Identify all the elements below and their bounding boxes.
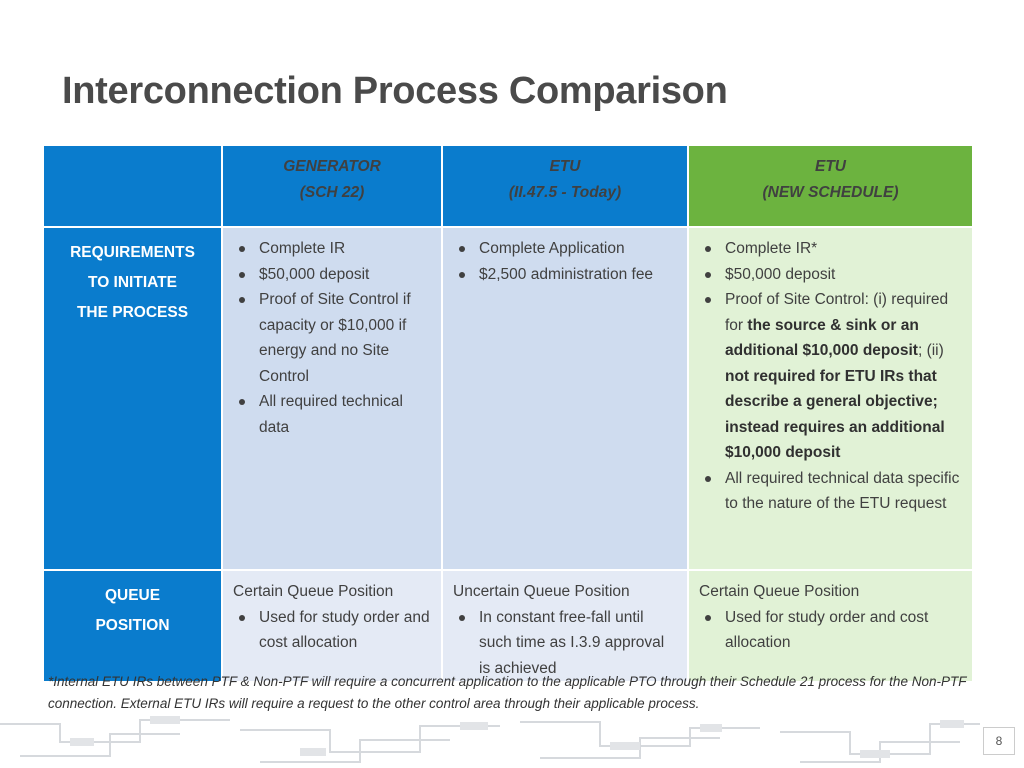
circuit-decoration <box>0 716 980 763</box>
cell-etu-new-requirements: Complete IR* $50,000 deposit Proof of Si… <box>687 226 974 571</box>
list-item: Complete Application <box>453 236 679 262</box>
comparison-table: GENERATOR (SCH 22) ETU (II.47.5 - Today)… <box>42 144 974 683</box>
list-item: $2,500 administration fee <box>453 262 679 288</box>
list-item: Proof of Site Control: (i) required for … <box>699 287 964 466</box>
page-number: 8 <box>983 727 1015 755</box>
row-label-requirements: REQUIREMENTS TO INITIATE THE PROCESS <box>42 226 223 571</box>
cell-etu-new-queue: Certain Queue Position Used for study or… <box>687 569 974 683</box>
cell-etu-today-requirements: Complete Application $2,500 administrati… <box>441 226 689 571</box>
queue-status: Certain Queue Position <box>699 583 860 600</box>
list-item: $50,000 deposit <box>233 262 433 288</box>
slide-title: Interconnection Process Comparison <box>62 70 728 112</box>
queue-status: Uncertain Queue Position <box>453 583 630 600</box>
cell-generator-queue: Certain Queue Position Used for study or… <box>221 569 443 683</box>
header-etu-today-line1: ETU <box>549 158 581 175</box>
site-control-text: Proof of Site Control: (i) required for <box>725 291 949 334</box>
site-control-bold-1: the source & sink or an additional $10,0… <box>725 316 919 360</box>
site-control-sep: ; (ii) <box>917 342 944 359</box>
header-etu-today-line2: (II.47.5 - Today) <box>508 183 622 201</box>
list-item: In constant free-fall until such time as… <box>453 605 679 682</box>
row-label-line: QUEUE <box>104 587 161 604</box>
header-corner-cell <box>42 144 223 228</box>
list-item: Complete IR* <box>699 236 964 262</box>
list-item: Proof of Site Control if capacity or $10… <box>233 287 433 389</box>
requirements-row: REQUIREMENTS TO INITIATE THE PROCESS Com… <box>42 226 974 571</box>
header-etu-new-line1: ETU <box>815 158 846 175</box>
queue-status: Certain Queue Position <box>233 583 394 600</box>
site-control-bold-2: not required for ETU IRs that describe a… <box>725 367 945 462</box>
header-generator: GENERATOR (SCH 22) <box>221 144 443 228</box>
header-etu-new: ETU (NEW SCHEDULE) <box>687 144 974 228</box>
header-generator-line1: GENERATOR <box>283 158 381 175</box>
header-etu-today: ETU (II.47.5 - Today) <box>441 144 689 228</box>
list-item: Used for study order and cost allocation <box>699 605 964 656</box>
list-item: $50,000 deposit <box>699 262 964 288</box>
list-item: All required technical data specific to … <box>699 466 964 517</box>
queue-row: QUEUE POSITION Certain Queue Position Us… <box>42 569 974 683</box>
row-label-line: POSITION <box>95 617 170 634</box>
cell-etu-today-queue: Uncertain Queue Position In constant fre… <box>441 569 689 683</box>
header-etu-new-line2: (NEW SCHEDULE) <box>762 183 899 201</box>
cell-generator-requirements: Complete IR $50,000 deposit Proof of Sit… <box>221 226 443 571</box>
row-label-line: THE PROCESS <box>76 304 189 321</box>
list-item: All required technical data <box>233 389 433 440</box>
list-item: Complete IR <box>233 236 433 262</box>
footnote: *Internal ETU IRs between PTF & Non-PTF … <box>48 674 967 711</box>
row-label-line: TO INITIATE <box>88 274 177 291</box>
header-generator-line2: (SCH 22) <box>299 183 365 201</box>
row-label-queue: QUEUE POSITION <box>42 569 223 683</box>
header-row: GENERATOR (SCH 22) ETU (II.47.5 - Today)… <box>42 144 974 228</box>
list-item: Used for study order and cost allocation <box>233 605 433 656</box>
row-label-line: REQUIREMENTS <box>70 244 195 261</box>
